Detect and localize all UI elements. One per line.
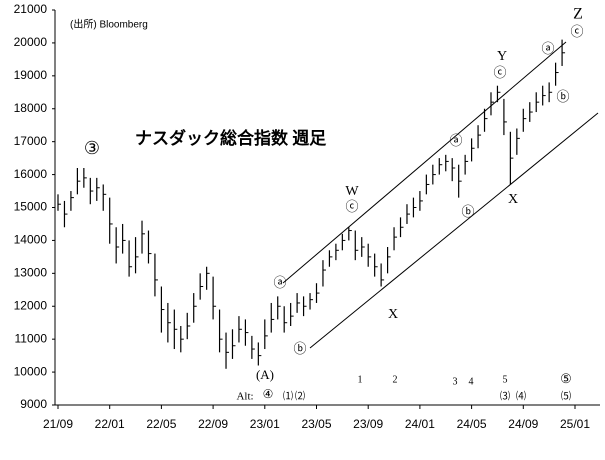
x-tick-label: 22/09 <box>198 417 228 431</box>
x-tick-label: 24/05 <box>457 417 487 431</box>
y-tick-label: 15000 <box>14 200 48 214</box>
annotation: ③ <box>84 138 100 158</box>
x-tick-label: 21/09 <box>43 417 73 431</box>
y-tick-label: 21000 <box>14 2 48 16</box>
annotation: ⑸ <box>561 390 571 402</box>
y-tick-label: 11000 <box>15 331 48 345</box>
y-tick-label: 9000 <box>20 397 47 411</box>
annotation: ④ <box>263 387 274 401</box>
y-tick-label: 16000 <box>14 167 48 181</box>
x-tick-label: 24/09 <box>508 417 538 431</box>
annotation: ⑴ <box>283 389 293 402</box>
annotation: ⓑ <box>556 89 569 104</box>
annotation: ⓐ <box>273 275 286 290</box>
annotation: Alt: <box>236 391 253 403</box>
y-tick-label: 19000 <box>14 68 48 82</box>
x-tick-label: 25/01 <box>560 417 590 431</box>
annotation: W <box>345 184 359 199</box>
annotation: X <box>508 192 518 207</box>
annotation: ⑤ <box>560 371 572 386</box>
y-tick-label: 14000 <box>14 233 48 247</box>
annotation: ⑵ <box>295 389 305 402</box>
channel-lower <box>309 112 599 349</box>
annotation: 2 <box>393 374 398 385</box>
annotation: 4 <box>469 376 474 387</box>
y-tick-label: 18000 <box>14 101 48 115</box>
annotation: ⓒ <box>570 24 583 39</box>
annotation: ⓐ <box>449 133 462 148</box>
annotation: Y <box>497 49 507 64</box>
y-tick-label: 20000 <box>14 35 48 49</box>
annotation: 3 <box>453 376 458 387</box>
y-tick-label: 12000 <box>14 298 48 312</box>
source: (出所) Bloomberg <box>70 18 148 31</box>
y-tick-label: 13000 <box>14 266 48 280</box>
x-tick-label: 23/01 <box>250 417 280 431</box>
annotation: ⓒ <box>345 199 358 214</box>
channel-upper <box>282 41 567 284</box>
annotation: ⑶ <box>500 389 510 402</box>
annotation: X <box>388 307 398 322</box>
x-tick-label: 24/01 <box>405 417 435 431</box>
annotation: ⓑ <box>461 204 474 219</box>
annotation: Z <box>573 6 583 23</box>
annotation: 1 <box>358 374 363 385</box>
x-tick-label: 23/09 <box>353 417 383 431</box>
chart-title: ナスダック総合指数 週足 <box>135 128 326 148</box>
annotation: ⑷ <box>516 389 526 402</box>
annotation: 5 <box>503 374 508 385</box>
x-tick-label: 22/01 <box>95 417 125 431</box>
x-tick-label: 23/05 <box>301 417 331 431</box>
annotation: ⓒ <box>493 65 506 80</box>
y-tick-label: 17000 <box>14 134 48 148</box>
annotation: ⓑ <box>293 341 306 356</box>
annotation: (A) <box>256 367 274 382</box>
y-tick-label: 10000 <box>14 364 48 378</box>
x-tick-label: 22/05 <box>146 417 176 431</box>
annotation: ⓐ <box>541 41 554 56</box>
